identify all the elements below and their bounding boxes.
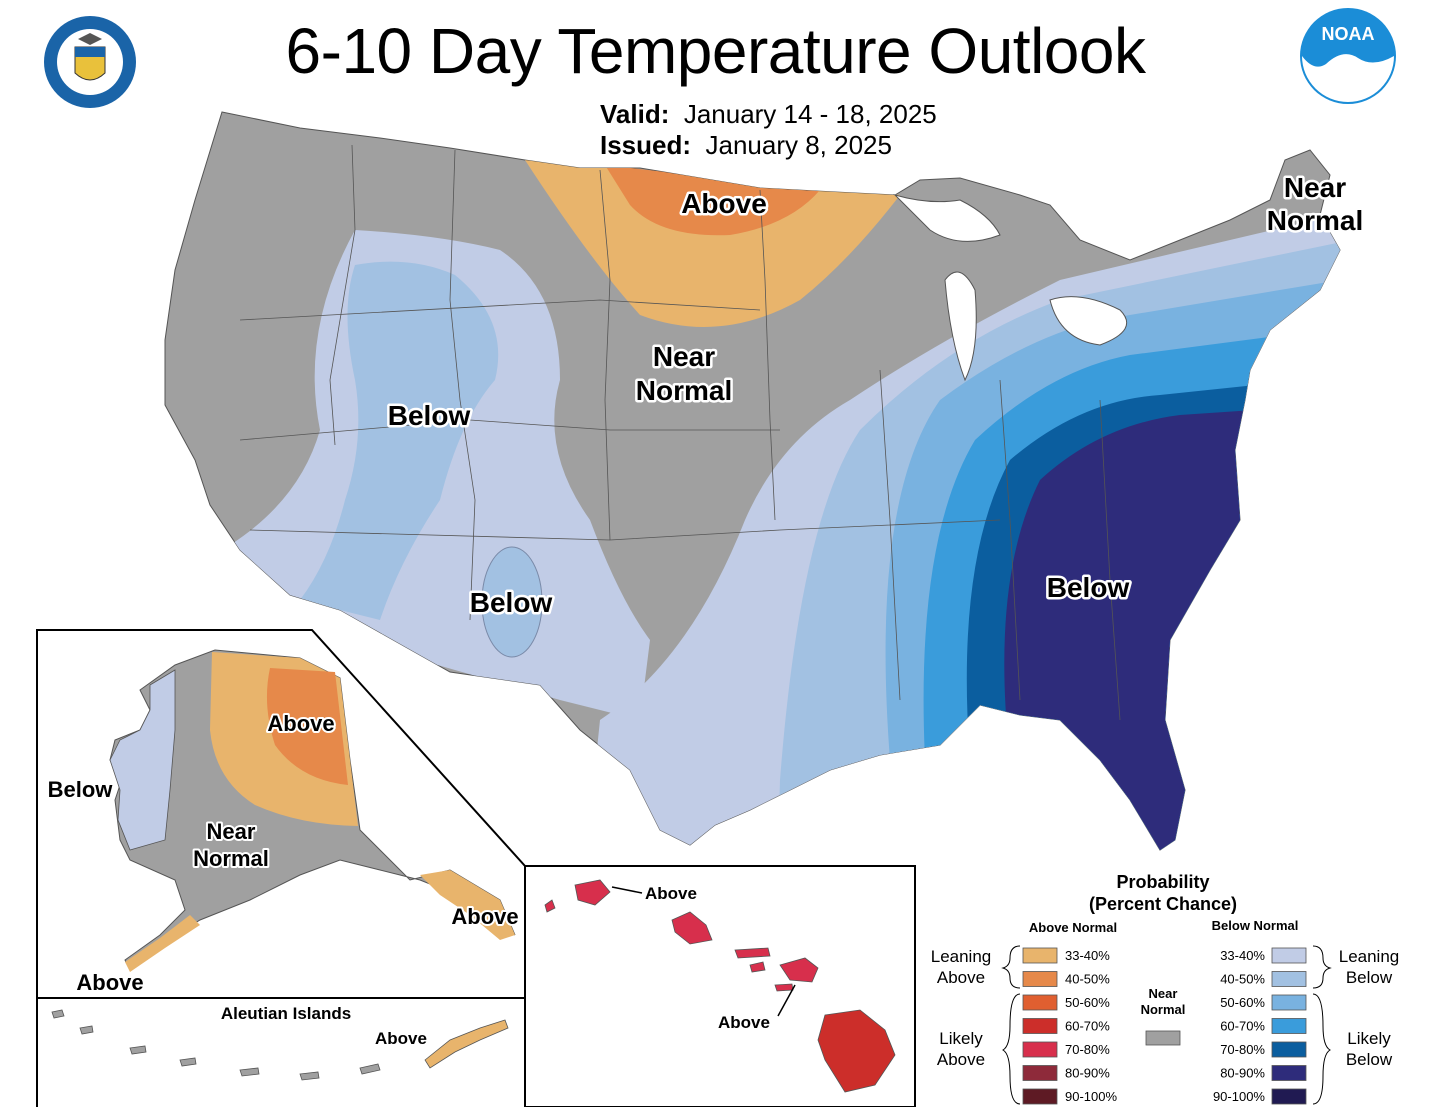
label-below-southeast: Below xyxy=(1047,572,1130,603)
label-below-west: Below xyxy=(388,400,471,431)
legend-likely-below-line2: Below xyxy=(1346,1050,1393,1069)
aleutian-label-above: Above xyxy=(375,1029,427,1048)
alaska-label-near-normal-line2: Normal xyxy=(193,846,269,871)
commerce-seal-logo xyxy=(44,16,136,108)
legend-leaning-above-line2: Above xyxy=(937,968,985,987)
legend-above-bin-swatch-0 xyxy=(1022,947,1058,964)
valid-label: Valid: xyxy=(600,99,670,129)
below-40-50-southwest-region xyxy=(481,546,543,658)
legend-below-bin-label-0: 33-40% xyxy=(1220,948,1265,963)
alaska-label-above-north: Above xyxy=(267,711,334,736)
label-near-normal-central-line2: Normal xyxy=(636,375,732,406)
legend-title-line2: (Percent Chance) xyxy=(1089,894,1237,914)
alaska-above-40-50-region xyxy=(266,668,348,785)
legend-above-bin-label-3: 60-70% xyxy=(1065,1019,1110,1034)
alaska-label-near-normal-line1: Near xyxy=(207,819,256,844)
label-below-southwest: Below xyxy=(470,587,553,618)
legend-below-bin-swatch-6 xyxy=(1271,1088,1307,1105)
legend-above-bin-label-4: 70-80% xyxy=(1065,1042,1110,1057)
legend-leaning-above-line1: Leaning xyxy=(931,947,992,966)
legend-below-bin-label-6: 90-100% xyxy=(1213,1089,1265,1104)
legend-above-bin-swatch-1 xyxy=(1022,971,1058,987)
alaska-label-above-panhandle: Above xyxy=(451,904,518,929)
issued-date-row: Issued: January 8, 2025 xyxy=(600,130,892,161)
legend-above-bin-label-0: 33-40% xyxy=(1065,948,1110,963)
legend-below-header: Below Normal xyxy=(1212,918,1299,933)
legend-above-bin-label-5: 80-90% xyxy=(1065,1066,1110,1081)
legend-below-bin-swatch-3 xyxy=(1271,1018,1307,1034)
legend-title-line1: Probability xyxy=(1116,872,1209,892)
state-boundaries xyxy=(239,144,1121,721)
legend-above-bin-swatch-5 xyxy=(1022,1065,1058,1081)
legend-leaning-below-line2: Below xyxy=(1346,968,1393,987)
issued-label: Issued: xyxy=(600,130,692,160)
legend-above-bin-label-2: 50-60% xyxy=(1065,995,1110,1010)
legend-above-bin-label-6: 90-100% xyxy=(1065,1089,1117,1104)
legend-above-bins: 33-40% 40-50% 50-60% 60-70% 70-80% 80-90% 90-1… xyxy=(1022,947,1117,1105)
legend-below-bin-swatch-2 xyxy=(1271,994,1307,1011)
legend-above-bin-swatch-3 xyxy=(1022,1018,1058,1034)
legend-above-bin-swatch-2 xyxy=(1022,994,1058,1011)
legend-below-bin-label-1: 40-50% xyxy=(1220,972,1265,987)
legend-near-header-line2: Normal xyxy=(1141,1002,1186,1017)
legend-below-bin-swatch-4 xyxy=(1271,1041,1307,1058)
noaa-logo: NOAA xyxy=(1300,8,1396,104)
legend-below-bin-swatch-0 xyxy=(1271,947,1307,964)
legend-likely-above-line2: Above xyxy=(937,1050,985,1069)
legend-likely-below-line1: Likely xyxy=(1347,1029,1391,1048)
alaska-label-above-peninsula: Above xyxy=(76,970,143,995)
legend-above-bin-swatch-4 xyxy=(1022,1041,1058,1058)
hawaii-islands xyxy=(544,879,896,1093)
valid-value: January 14 - 18, 2025 xyxy=(683,99,937,129)
legend-near-header-line1: Near xyxy=(1149,986,1178,1001)
legend-below-bin-label-4: 70-80% xyxy=(1220,1042,1265,1057)
legend-below-bins: 33-40% 40-50% 50-60% 60-70% 70-80% 80-90% 90-1… xyxy=(1213,947,1307,1105)
legend-above-header: Above Normal xyxy=(1029,920,1117,935)
great-lakes xyxy=(893,193,1128,382)
label-above-north: Above xyxy=(681,188,767,219)
legend-below-bin-swatch-5 xyxy=(1271,1065,1307,1081)
page-title: 6-10 Day Temperature Outlook xyxy=(285,15,1146,87)
noaa-logo-text: NOAA xyxy=(1322,24,1375,44)
aleutian-islands xyxy=(51,1009,381,1081)
probability-legend: Probability (Percent Chance) Above Norma… xyxy=(931,872,1400,1105)
alaska-peninsula-above-region xyxy=(125,915,200,972)
legend-near-normal-swatch xyxy=(1145,1030,1181,1046)
legend-braces xyxy=(1001,945,1332,1105)
legend-below-bin-label-3: 60-70% xyxy=(1220,1019,1265,1034)
alaska-panhandle-above-region xyxy=(420,870,515,940)
aleutian-above-region xyxy=(424,1019,509,1069)
above-40-50-region xyxy=(605,165,820,236)
alaska-below-lean-region xyxy=(109,669,176,851)
legend-below-bin-label-2: 50-60% xyxy=(1220,995,1265,1010)
hawaii-label-above-1: Above xyxy=(645,884,697,903)
legend-below-bin-swatch-1 xyxy=(1271,971,1307,987)
aleutian-title: Aleutian Islands xyxy=(221,1004,351,1023)
legend-leaning-below-line1: Leaning xyxy=(1339,947,1400,966)
legend-above-bin-label-1: 40-50% xyxy=(1065,972,1110,987)
label-near-normal-central-line1: Near xyxy=(653,341,715,372)
label-near-normal-ne-line1: Near xyxy=(1284,172,1346,203)
below-40-50-west-region xyxy=(300,261,499,620)
legend-below-bin-label-5: 80-90% xyxy=(1220,1066,1265,1081)
legend-likely-above-line1: Likely xyxy=(939,1029,983,1048)
valid-date-row: Valid: January 14 - 18, 2025 xyxy=(600,99,937,130)
label-near-normal-ne-line2: Normal xyxy=(1267,205,1363,236)
hawaii-label-above-2: Above xyxy=(718,1013,770,1032)
legend-above-bin-swatch-6 xyxy=(1022,1088,1058,1105)
alaska-label-below-west: Below xyxy=(48,777,114,802)
issued-value: January 8, 2025 xyxy=(705,130,892,160)
